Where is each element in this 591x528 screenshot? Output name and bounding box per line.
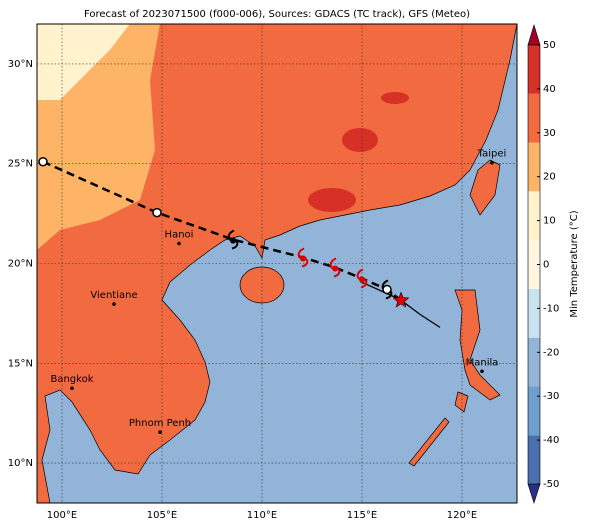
colorbar-tick-label: -50: [543, 479, 559, 490]
colorbar-bin: [528, 191, 540, 241]
x-tick-label: 110°E: [247, 510, 277, 521]
cyclone-symbol: [227, 229, 239, 250]
city-marker: [158, 430, 162, 434]
colorbar-tick-label: 0: [543, 260, 549, 271]
colorbar-extend-high: [527, 23, 541, 46]
mainland: [36, 23, 518, 504]
colorbar-tick-label: -20: [543, 347, 559, 358]
colorbar-bin: [528, 288, 540, 338]
luzon: [454, 289, 501, 401]
cool-region: [37, 24, 160, 250]
past-track: [359, 280, 441, 328]
colorbar-bin: [528, 142, 540, 192]
cold-region: [37, 24, 130, 100]
y-tick-label: 15°N: [8, 358, 33, 369]
colorbar-bin: [528, 45, 540, 94]
track-point: [152, 207, 162, 218]
track-point: [382, 284, 392, 295]
colorbar-tick-label: -40: [543, 435, 559, 446]
colorbar-tick-label: 20: [543, 172, 556, 183]
x-tick-label: 115°E: [347, 510, 377, 521]
x-tick-label: 100°E: [47, 510, 77, 521]
colorbar-bin: [528, 435, 540, 484]
cyclone-symbol: [297, 247, 309, 268]
colorbar-tick-label: 50: [543, 40, 556, 51]
cyclone-symbol: [329, 257, 341, 278]
city-marker: [177, 241, 181, 246]
palawan: [408, 417, 450, 467]
y-tick-label: 20°N: [8, 259, 33, 270]
city-label: Vientiane: [90, 290, 137, 301]
y-tick-label: 10°N: [8, 458, 33, 469]
x-tick-label: 120°E: [447, 510, 477, 521]
city-marker: [70, 386, 74, 391]
colorbar-bin: [528, 93, 540, 143]
colorbar-label: Min Temperature (°C): [569, 210, 580, 317]
colorbar-tick-label: 10: [543, 216, 556, 227]
colorbar-tick-label: -10: [543, 303, 559, 314]
colorbar-tick-label: 40: [543, 84, 556, 95]
mindoro: [454, 391, 469, 413]
x-tick-label: 105°E: [147, 510, 177, 521]
warm-patch: [381, 92, 409, 104]
colorbar-tick-label: 30: [543, 128, 556, 139]
y-tick-label: 30°N: [8, 59, 33, 70]
colorbar-bin: [528, 386, 540, 436]
cyclone-symbol: [356, 268, 368, 289]
colorbar-extend-low: [527, 483, 541, 504]
colorbar: 50 40 30 20 10 0 -10 -20 -30 -40 -50: [527, 23, 559, 504]
city-label: Phnom Penh: [129, 418, 191, 429]
track-point: [38, 156, 48, 167]
warm-patch: [342, 128, 378, 152]
city-label: Manila: [466, 357, 499, 368]
colorbar-bin: [528, 337, 540, 387]
current-position: [392, 291, 410, 308]
city-marker: [112, 302, 116, 306]
colorbar-bin: [528, 240, 540, 289]
city-label: Bangkok: [50, 374, 93, 385]
title: Forecast of 2023071500 (f000-006), Sourc…: [84, 9, 470, 20]
taiwan: [469, 159, 501, 216]
city-marker: [480, 369, 484, 374]
map: [36, 23, 518, 504]
city-label: Hanoi: [165, 230, 194, 241]
warm-patch: [308, 188, 356, 212]
city-label: Taipei: [477, 149, 507, 160]
y-tick-label: 25°N: [8, 159, 33, 170]
city-marker: [490, 160, 494, 165]
colorbar-tick-label: -30: [543, 391, 559, 402]
